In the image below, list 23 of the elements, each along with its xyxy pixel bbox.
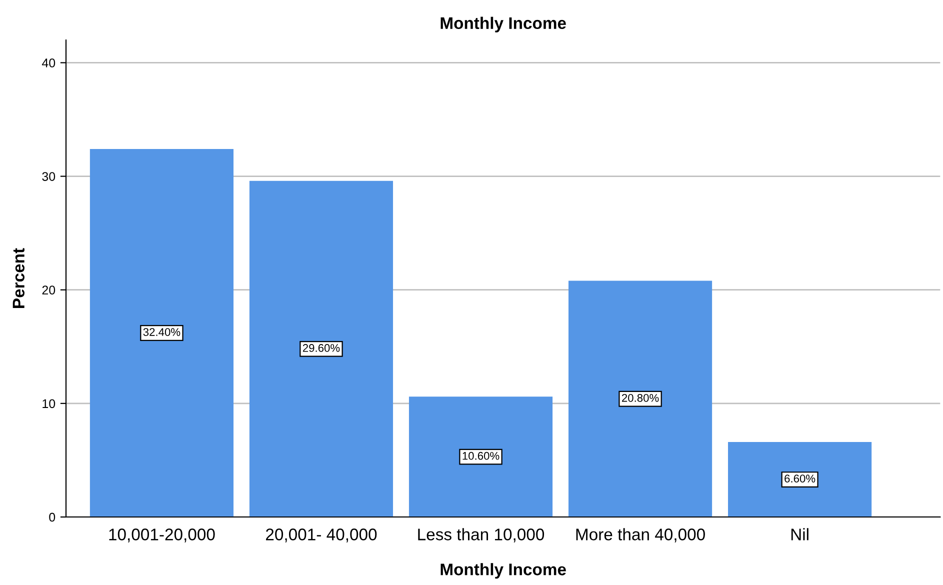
- data-label: 6.60%: [784, 474, 816, 483]
- x-axis-title: Monthly Income: [440, 563, 566, 579]
- data-label: 32.40%: [143, 328, 180, 336]
- x-tick-label: 10,001-20,000: [109, 528, 215, 542]
- chart-title: Monthly Income: [440, 16, 566, 32]
- x-tick-label: Less than 10,000: [418, 528, 544, 542]
- y-tick-label: 20: [42, 286, 56, 295]
- bar: [728, 442, 872, 517]
- y-tick-label: 30: [42, 172, 56, 181]
- x-tick-label: Nil: [791, 528, 808, 540]
- y-tick-label: 10: [42, 399, 56, 408]
- x-tick-label: More than 40,000: [576, 528, 705, 542]
- data-label: 29.60%: [302, 344, 340, 352]
- x-tick-label: 20,001- 40,000: [266, 528, 377, 542]
- data-label: 10.60%: [462, 452, 500, 460]
- data-label: 20.80%: [622, 394, 659, 402]
- bar: [408, 396, 553, 517]
- y-tick-label: 40: [42, 58, 56, 68]
- bar: [249, 180, 394, 517]
- bar: [568, 280, 712, 517]
- y-axis-title: Percent: [12, 248, 24, 308]
- y-tick-label: 0: [49, 512, 56, 522]
- bar: [90, 149, 234, 517]
